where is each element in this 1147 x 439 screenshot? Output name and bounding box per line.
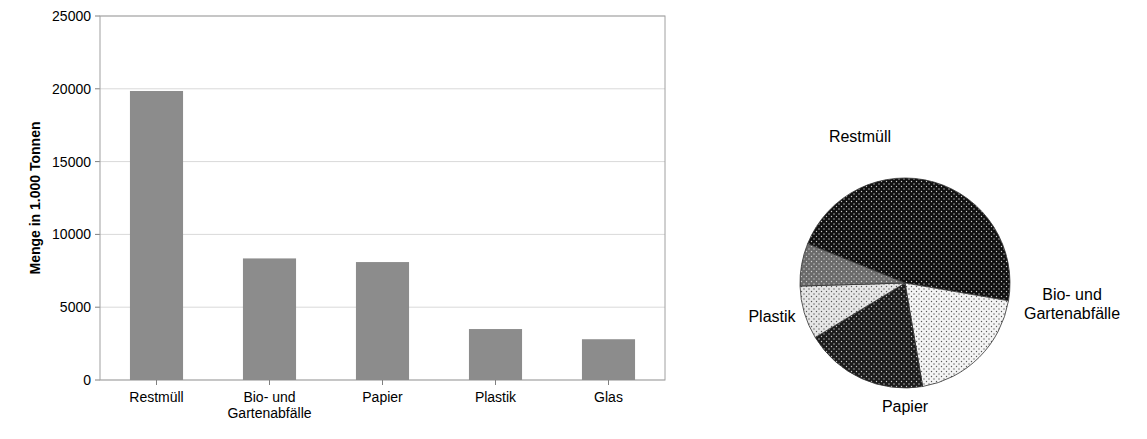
pie-label-line: Plastik (748, 308, 796, 325)
x-tick-mark (156, 380, 157, 385)
tick-mark (95, 307, 100, 308)
x-tick-mark (608, 380, 609, 385)
y-tick-label: 10000 (52, 226, 91, 242)
pie-slice (905, 283, 1008, 387)
x-tick-mark (382, 380, 383, 385)
pie-label: Restmüll (829, 128, 891, 145)
bar-chart: 0 5000 10000 15000 20000 25000 Menge in 1.000 … (27, 8, 665, 388)
tick-mark (95, 380, 100, 381)
x-tick-label: Restmüll (129, 389, 183, 405)
x-tick-label: Papier (362, 389, 403, 405)
bar (130, 91, 183, 380)
y-tick-label: 15000 (52, 154, 91, 170)
pie-label-line: Bio- und (1042, 286, 1102, 303)
chart-canvas: 0 5000 10000 15000 20000 25000 Menge in 1.000 … (0, 0, 1147, 439)
grid-line (100, 161, 665, 162)
x-tick-label-line: Gartenabfälle (227, 405, 311, 421)
bar (469, 329, 522, 380)
x-tick-label-line: Bio- und (243, 389, 295, 405)
x-tick-label-line: Restmüll (129, 389, 183, 405)
pie-label-line: Gartenabfälle (1024, 305, 1120, 322)
x-tick-label-line: Papier (362, 389, 403, 405)
pie-slice (800, 283, 905, 337)
pie-slice (800, 244, 905, 286)
bar (582, 339, 635, 380)
tick-mark (95, 234, 100, 235)
x-tick-label-line: Plastik (475, 389, 517, 405)
x-tick-label: Glas (594, 389, 623, 405)
pie-label-line: Restmüll (829, 128, 891, 145)
y-axis-title: Menge in 1.000 Tonnen (27, 122, 43, 275)
pie-label-line: Papier (882, 398, 929, 415)
pie-label: Bio- und Gartenabfälle (1024, 286, 1120, 322)
grid-line (100, 88, 665, 89)
plot-frame (100, 16, 665, 380)
tick-mark (95, 88, 100, 89)
y-tick-label: 5000 (60, 299, 91, 315)
x-tick-label: Plastik (475, 389, 517, 405)
tick-mark (95, 16, 100, 17)
pie-label: Plastik (748, 308, 796, 325)
tick-mark (95, 161, 100, 162)
y-tick-label: 0 (83, 372, 91, 388)
x-tick-label-line: Glas (594, 389, 623, 405)
y-tick-label: 20000 (52, 81, 91, 97)
pie-chart (800, 178, 1010, 388)
x-tick-label: Bio- undGartenabfälle (227, 389, 311, 421)
bar (356, 262, 409, 380)
bar (243, 258, 296, 380)
grid-line (100, 234, 665, 235)
x-tick-mark (269, 380, 270, 385)
pie-label: Papier (882, 398, 929, 415)
y-tick-label: 25000 (52, 8, 91, 24)
bars (130, 91, 635, 380)
x-tick-mark (495, 380, 496, 385)
